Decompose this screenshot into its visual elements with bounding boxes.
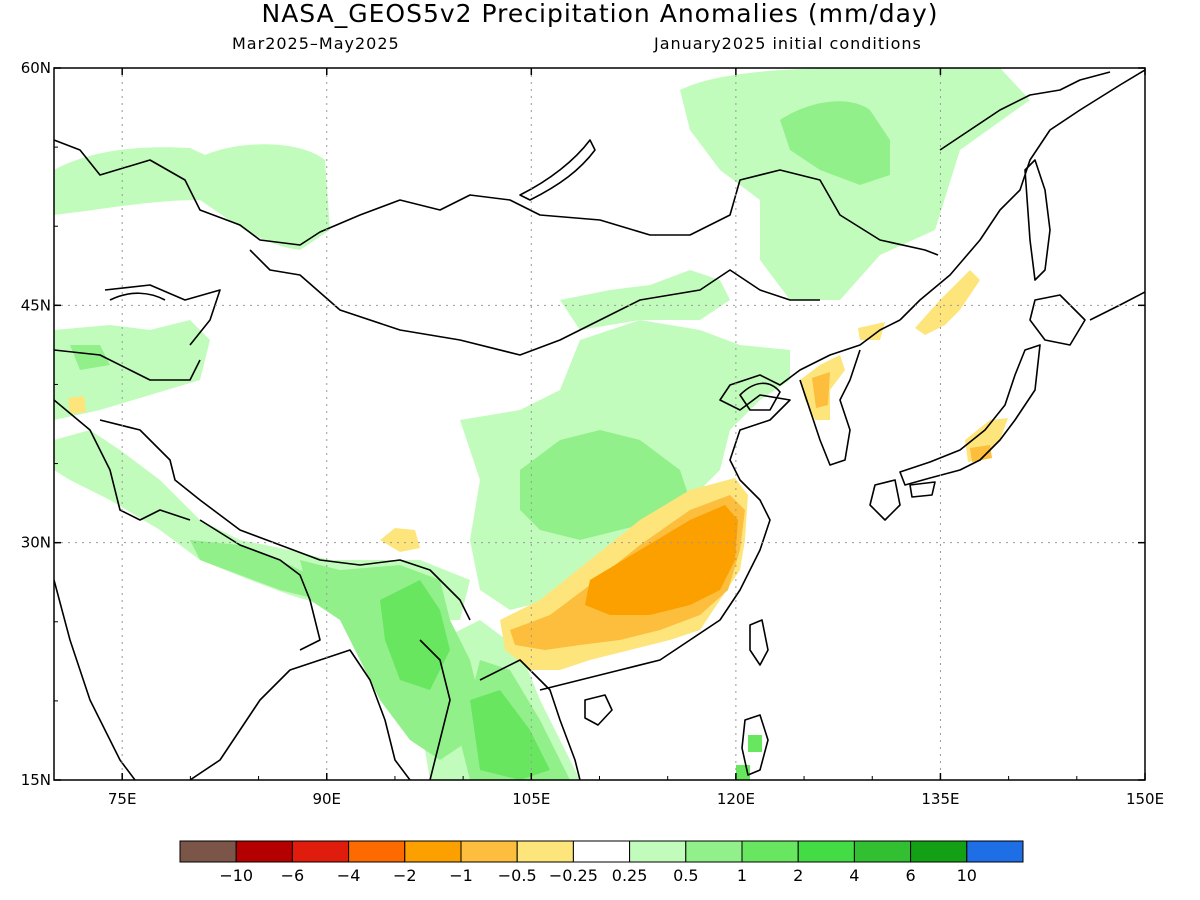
lon-tick-label: 90E [312,790,341,808]
colorbar-label: 0.5 [673,866,698,885]
anomaly-area-korea-inner [812,372,830,408]
coast-bay-of-bengal [189,649,411,780]
colorbar-label: −6 [281,866,305,885]
colorbar-swatch [741,840,799,863]
lake-baikal [519,139,596,201]
map-axes: 75E 90E 105E 120E 135E 150E 15N 30N 45N 60N [21,59,1164,808]
anomaly-area-tibet-patch [380,528,420,552]
colorbar-swatch [404,840,462,863]
island-hainan [584,694,613,726]
island-taiwan [749,619,769,666]
lat-tick-label: 30N [21,534,51,552]
colorbar-label: −0.5 [498,866,537,885]
colorbar-swatch [685,840,743,863]
anomaly-area-manchuria-patch [858,322,885,340]
colorbar-swatch [179,840,237,863]
border-nepal-india [199,519,321,651]
colorbar-label: −10 [219,866,253,885]
coast-okhotsk [939,71,1111,151]
lon-tick-label: 105E [512,790,550,808]
colorbar-swatch [572,840,631,863]
border-central-asia [54,349,201,381]
border-russia-kazakhstan-mongolia [54,139,939,256]
lat-tick-label: 15N [21,771,51,789]
colorbar-swatch [516,840,574,863]
chart-title: NASA_GEOS5v2 Precipitation Anomalies (mm… [261,0,939,28]
initial-conditions-subtitle: January2025 initial conditions [654,34,922,53]
bohai-gulf [739,382,781,411]
anomaly-area-northeast-china-strip [915,270,980,335]
anomaly-area-himalaya [190,540,320,600]
anomaly-area-mongolia [560,270,730,330]
coast-south-china [539,319,901,691]
anomaly-area-taiwan-south [748,735,762,752]
colorbar-label: 10 [957,866,977,885]
border-kazakhstan-south [104,284,221,346]
lat-tick-label: 60N [21,59,51,77]
colorbar-label: 2 [793,866,803,885]
anomaly-area-yangtze-upper [520,430,690,540]
coastlines-and-borders [54,69,1145,780]
island-philippines-north [741,714,769,776]
lon-tick-label: 135E [921,790,959,808]
colorbar: −10 −6 −4 −2 −1 −0.5 −0.25 0.25 0.5 1 2 4 6 10 [179,840,1024,885]
colorbar-swatch [797,840,855,863]
anomaly-area-siberia-core [780,101,890,185]
island-honshu [899,344,1041,486]
colorbar-label: 4 [849,866,859,885]
anomaly-area-kyrgyz [70,345,110,370]
colorbar-swatch [629,840,687,863]
colorbar-label: −4 [337,866,361,885]
anomaly-area-myanmar-core [380,580,450,690]
lon-tick-label: 75E [108,790,137,808]
anomaly-area-kazakh-patch [68,396,86,414]
anomaly-area-south-china-core [585,505,738,615]
colorbar-swatch [966,840,1024,863]
border-afghanistan-pakistan [54,399,191,521]
season-subtitle: Mar2025–May2025 [232,34,400,53]
colorbar-swatch [910,840,968,863]
colorbar-swatch [235,840,293,863]
lon-tick-label: 150E [1126,790,1164,808]
island-sakhalin [1024,159,1051,281]
coast-northeast-asia [899,69,1145,321]
anomaly-area-japan-inner [970,445,992,462]
lon-tick-label: 120E [717,790,755,808]
colorbar-label: 0.25 [612,866,648,885]
lat-tick-label: 45N [21,296,51,314]
coast-india-bay [54,579,136,780]
border-china-west [99,419,471,621]
coast-korea [799,349,861,466]
island-hokkaido [1029,294,1086,346]
island-shikoku [909,481,936,498]
anomaly-area-indochina-core [470,690,550,780]
colorbar-label: −0.25 [549,866,598,885]
island-kyushu [869,479,901,521]
lake-balkhash [109,292,166,301]
colorbar-label: 6 [906,866,916,885]
coast-kamchatka [1089,291,1145,321]
colorbar-label: −2 [393,866,417,885]
colorbar-label: 1 [737,866,747,885]
colorbar-swatch [853,840,912,863]
colorbar-swatch [348,840,406,863]
anomaly-shading [54,68,1030,780]
colorbar-label: −1 [449,866,473,885]
colorbar-swatch [291,840,350,863]
border-myanmar-thailand [419,639,451,780]
coast-vietnam [479,659,581,780]
colorbar-swatch [460,840,518,863]
border-china-mongolia [249,249,820,356]
anomaly-area-central-asia-north [54,144,330,250]
anomaly-area-northeast-siberia [680,68,1030,300]
